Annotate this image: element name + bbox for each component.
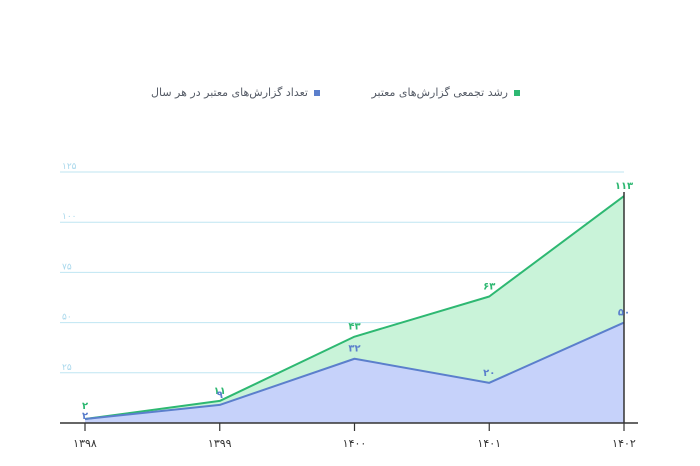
x-tick-label: ۱۴۰۱ [477, 437, 501, 450]
data-label-yearly: ۲ [82, 411, 88, 422]
data-label-cumulative: ۱۱۳ [615, 181, 633, 192]
data-label-yearly: ۹ [217, 390, 223, 401]
legend-swatch-cumulative [514, 89, 520, 96]
legend-label-cumulative: رشد تجمعی گزارش‌های معتبر [371, 86, 508, 99]
area-cumulative [85, 196, 624, 423]
y-tick-label: ۱۰۰ [62, 212, 77, 222]
data-label-cumulative: ۱۱ [214, 386, 226, 397]
data-label-yearly: ۲۰ [483, 368, 495, 379]
x-tick-label: ۱۴۰۲ [612, 437, 636, 450]
x-tick-label: ۱۴۰۰ [343, 437, 367, 450]
area-yearly [85, 322, 624, 423]
chart-legend: رشد تجمعی گزارش‌های معتبر تعداد گزارش‌ها… [0, 86, 700, 106]
data-label-cumulative: ۲ [82, 401, 88, 412]
y-tick-label: ۷۵ [62, 262, 72, 272]
data-label-yearly: ۵۰ [618, 308, 630, 319]
x-tick-label: ۱۳۹۹ [208, 437, 232, 450]
line-cumulative [84, 195, 625, 420]
legend-item-yearly[interactable]: تعداد گزارش‌های معتبر در هر سال [151, 86, 320, 99]
line-yearly [84, 321, 625, 420]
x-tick-label: ۱۳۹۸ [73, 437, 97, 450]
data-label-cumulative: ۶۳ [483, 281, 495, 292]
legend-label-yearly: تعداد گزارش‌های معتبر در هر سال [151, 86, 308, 99]
data-label-yearly: ۳۲ [348, 344, 360, 355]
y-tick-label: ۲۵ [62, 363, 72, 373]
y-tick-label: ۵۰ [62, 313, 72, 323]
legend-item-cumulative[interactable]: رشد تجمعی گزارش‌های معتبر [371, 86, 520, 99]
y-tick-label: ۱۲۵ [62, 162, 77, 172]
data-label-cumulative: ۴۳ [348, 322, 360, 333]
legend-swatch-yearly [314, 89, 320, 96]
